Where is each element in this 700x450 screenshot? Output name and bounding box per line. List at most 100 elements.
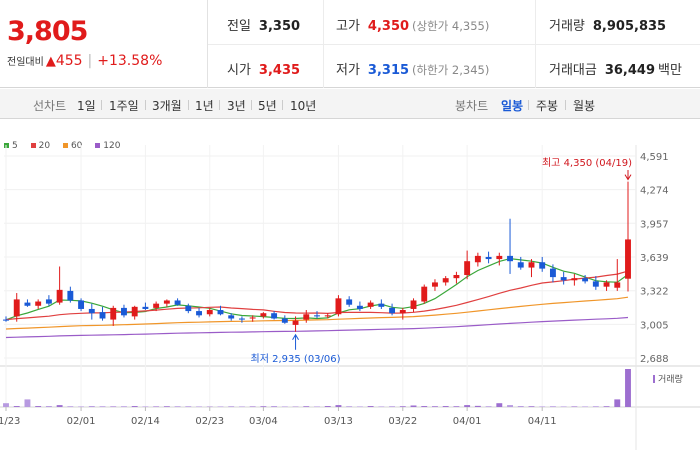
- max-arrow-icon: [624, 174, 632, 181]
- volume-bar: [507, 405, 513, 407]
- volume-bar: [485, 406, 492, 407]
- candle-body: [153, 303, 160, 308]
- moving-average-lines: [5, 257, 629, 339]
- candle-body: [356, 305, 363, 309]
- volume-bar: [442, 406, 449, 407]
- stats-col-divider: [535, 0, 536, 88]
- period-10y[interactable]: 10년: [290, 99, 317, 113]
- candle-body: [625, 239, 631, 279]
- volume-bar: [99, 406, 106, 407]
- period-1y[interactable]: 1년: [195, 99, 214, 113]
- candle-body: [592, 281, 599, 287]
- candle-body: [13, 299, 20, 317]
- volume-bar: [389, 406, 396, 407]
- stats-row-divider: [208, 44, 700, 45]
- candle-monthly[interactable]: 월봉: [573, 99, 596, 113]
- candle-body: [131, 306, 138, 317]
- candle-body: [238, 318, 245, 320]
- candle-body: [88, 308, 95, 314]
- volume-bar: [346, 406, 353, 407]
- volume-bar: [453, 406, 460, 407]
- candle-body: [67, 290, 74, 301]
- period-3y[interactable]: 3년: [227, 99, 246, 113]
- volume-bar: [625, 369, 631, 407]
- candle-body: [496, 255, 503, 260]
- candle-weekly[interactable]: 주봉: [536, 99, 559, 113]
- candle-body: [24, 302, 31, 306]
- candle-body: [399, 310, 406, 314]
- candle-body: [485, 256, 492, 260]
- candle-body: [528, 262, 535, 268]
- volume-bar: [45, 406, 52, 407]
- candle-body: [110, 307, 117, 320]
- ma60-line: [5, 296, 629, 330]
- candle-body: [142, 306, 149, 309]
- candle-body: [206, 310, 213, 315]
- x-tick-label: 04/11: [528, 416, 557, 427]
- candle-body: [560, 277, 567, 281]
- volume-bar: [131, 406, 138, 407]
- volume-bar: [549, 406, 556, 407]
- candle-body: [35, 301, 42, 306]
- candle-body: [539, 262, 546, 269]
- candle-body: [99, 312, 106, 319]
- volume-bar: [464, 405, 471, 407]
- volume-bar: [196, 406, 202, 407]
- volume-bar: [324, 406, 331, 407]
- volume-bar: [517, 406, 524, 407]
- stat-open: 시가 3,435: [227, 63, 301, 78]
- period-1w[interactable]: 1주일: [109, 99, 139, 113]
- up-arrow-icon: ▲: [45, 54, 56, 69]
- volume-bar: [560, 406, 567, 407]
- volume-bar: [614, 399, 621, 407]
- x-tick-label: 03/04: [249, 416, 278, 427]
- candle-body: [324, 315, 331, 317]
- x-tick-label: 02/01: [67, 416, 96, 427]
- volume-bar: [121, 406, 127, 407]
- volume-bar: [603, 406, 610, 407]
- candle-body: [421, 286, 428, 302]
- x-tick-label: 02/23: [195, 416, 224, 427]
- change-amount: 455: [55, 53, 83, 69]
- volume-bar: [110, 406, 117, 407]
- stat-volume: 거래량 8,905,835: [549, 19, 667, 34]
- candles: [3, 181, 631, 332]
- x-tick-label: 03/22: [388, 416, 417, 427]
- y-tick-label: 4,591: [640, 152, 669, 163]
- quote-header: 3,805 전일대비 ▲455 | +13.58% 전일 3,350 고가 4,350 (상…: [0, 0, 700, 88]
- candle-body: [432, 282, 438, 287]
- candle-body: [78, 300, 85, 309]
- volume-bar: [249, 406, 256, 407]
- candle-body: [281, 318, 288, 323]
- volume-bar: [421, 406, 428, 407]
- stat-high: 고가 4,350 (상한가 4,355): [336, 19, 490, 34]
- y-tick-label: 3,639: [640, 253, 669, 264]
- candle-body: [367, 302, 374, 307]
- candle-body: [228, 315, 235, 319]
- x-tick-label: 02/14: [131, 416, 160, 427]
- candle-daily[interactable]: 일봉: [501, 99, 524, 113]
- x-tick-label: 01/23: [0, 416, 20, 427]
- max-price-annotation: 최고 4,350 (04/19): [542, 157, 632, 169]
- period-3m[interactable]: 3개월: [152, 99, 182, 113]
- y-tick-label: 3,005: [640, 320, 669, 331]
- line-chart-label: 선차트: [33, 99, 67, 113]
- candle-chart-label: 봉차트: [455, 99, 489, 113]
- period-5y[interactable]: 5년: [258, 99, 277, 113]
- candle-body: [571, 278, 578, 281]
- period-1d[interactable]: 1일: [77, 99, 96, 113]
- volume-bar: [539, 406, 546, 407]
- volume-bar: [303, 406, 310, 407]
- volume-bar: [528, 406, 535, 407]
- candle-body: [453, 274, 460, 279]
- volume-bar: [3, 403, 9, 407]
- volume-bar: [153, 406, 160, 407]
- stat-prev-close: 전일 3,350: [227, 19, 301, 34]
- candlestick-chart[interactable]: 4,591 4,274 3,957 3,639 3,322 3,005 2,688 01/23…: [0, 120, 700, 450]
- stats-col-divider: [323, 0, 324, 88]
- volume-legend-swatch: [653, 375, 655, 383]
- candle-body: [582, 278, 589, 282]
- candle-body: [507, 255, 513, 262]
- volume-bar: [13, 406, 20, 407]
- candle-body: [335, 298, 342, 315]
